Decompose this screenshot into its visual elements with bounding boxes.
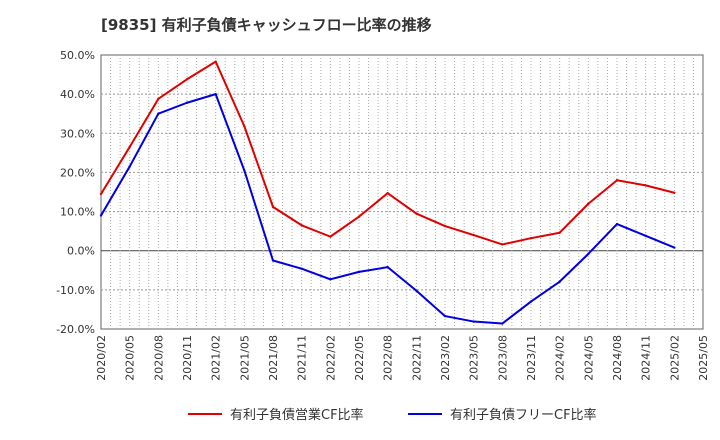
data-point	[214, 60, 217, 63]
y-tick-label: 10.0%	[60, 206, 95, 219]
data-point	[271, 259, 275, 262]
y-tick-label: 0.0%	[67, 245, 95, 258]
data-point	[386, 265, 389, 269]
x-tick-label: 2020/11	[181, 335, 194, 381]
data-point	[243, 169, 246, 172]
x-tick-label: 2022/11	[410, 335, 423, 381]
data-point	[501, 322, 504, 325]
x-tick-label: 2022/08	[382, 335, 395, 381]
data-point	[443, 224, 447, 228]
data-point	[472, 233, 475, 237]
legend-label-operating-cf: 有利子負債営業CF比率	[230, 407, 364, 423]
x-tick-label: 2021/05	[238, 335, 251, 381]
y-tick-label: 20.0%	[60, 166, 95, 179]
data-point	[673, 246, 676, 249]
data-point	[644, 184, 647, 187]
data-point	[300, 224, 303, 227]
x-tick-label: 2023/08	[496, 335, 509, 381]
x-tick-label: 2020/08	[152, 335, 165, 381]
y-tick-label: -10.0%	[56, 284, 95, 297]
data-point	[157, 97, 160, 101]
data-point	[128, 165, 131, 168]
data-point	[271, 205, 275, 209]
x-tick-label: 2022/05	[353, 335, 366, 381]
data-point	[357, 270, 361, 274]
data-point	[357, 215, 361, 218]
data-point	[214, 92, 217, 96]
data-point	[558, 231, 561, 234]
x-tick-label: 2021/11	[296, 335, 309, 381]
grid	[101, 55, 703, 329]
data-point	[443, 314, 447, 318]
y-tick-label: 30.0%	[60, 127, 95, 140]
data-point	[615, 222, 619, 226]
x-tick-label: 2024/11	[640, 335, 653, 381]
x-tick-label: 2025/02	[668, 335, 681, 381]
x-tick-label: 2020/05	[124, 335, 137, 381]
data-point	[472, 320, 475, 323]
chart-title: [9835] 有利子負債キャッシュフロー比率の推移	[101, 16, 432, 34]
y-tick-label: 40.0%	[60, 88, 95, 101]
x-tick-label: 2020/02	[95, 335, 108, 381]
x-tick-label: 2024/02	[554, 335, 567, 381]
series-layer	[99, 60, 676, 325]
data-point	[157, 112, 160, 115]
data-point	[99, 214, 103, 217]
data-point	[185, 78, 189, 81]
legend-label-free-cf: 有利子負債フリーCF比率	[450, 407, 597, 423]
data-point	[243, 125, 246, 128]
data-point	[386, 191, 389, 195]
data-point	[99, 192, 103, 196]
data-point	[558, 280, 561, 283]
x-tick-label: 2022/02	[324, 335, 337, 381]
data-point	[587, 202, 590, 205]
y-axis: 50.0% 40.0% 30.0% 20.0% 10.0% 0.0% -10.0% -20.0…	[56, 49, 95, 336]
data-point	[615, 179, 619, 182]
data-point	[529, 300, 533, 303]
x-tick-label: 2023/05	[468, 335, 481, 381]
y-tick-label: 50.0%	[60, 49, 95, 62]
data-point	[300, 267, 303, 270]
data-point	[529, 236, 533, 240]
data-point	[587, 252, 590, 256]
x-tick-label: 2021/08	[267, 335, 280, 381]
data-point	[501, 243, 504, 246]
x-axis: 2020/02 2020/05 2020/08 2020/11 2021/02 2021/…	[95, 335, 710, 381]
data-point	[644, 234, 647, 238]
x-tick-label: 2024/08	[611, 335, 624, 381]
data-point	[329, 278, 332, 281]
data-point	[329, 235, 332, 238]
x-tick-label: 2023/11	[525, 335, 538, 381]
x-tick-label: 2025/05	[697, 335, 710, 381]
data-point	[673, 191, 676, 194]
data-point	[415, 212, 418, 215]
data-point	[128, 145, 131, 149]
legend: 有利子負債営業CF比率 有利子負債フリーCF比率	[188, 407, 597, 423]
plot-area	[100, 54, 704, 330]
x-tick-label: 2023/02	[439, 335, 452, 381]
y-tick-label: -20.0%	[56, 323, 95, 336]
x-tick-label: 2021/02	[210, 335, 223, 381]
x-tick-label: 2024/05	[582, 335, 595, 381]
data-point	[185, 101, 189, 104]
data-point	[415, 289, 418, 292]
